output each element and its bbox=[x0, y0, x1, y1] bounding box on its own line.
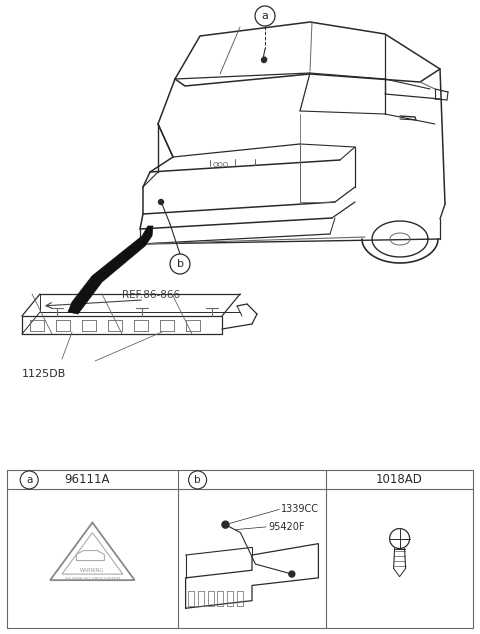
Polygon shape bbox=[68, 226, 153, 314]
Text: a: a bbox=[26, 475, 32, 485]
Circle shape bbox=[222, 521, 229, 528]
Text: HYUNDAI SECURITY SYSTEM: HYUNDAI SECURITY SYSTEM bbox=[65, 577, 120, 581]
Text: 96111A: 96111A bbox=[64, 474, 110, 486]
Text: a: a bbox=[262, 11, 268, 21]
Text: b: b bbox=[194, 475, 201, 485]
Circle shape bbox=[158, 200, 164, 205]
Text: 1018AD: 1018AD bbox=[376, 474, 423, 486]
Text: b: b bbox=[177, 259, 183, 269]
Text: 95420F: 95420F bbox=[268, 522, 304, 532]
Text: 1125DB: 1125DB bbox=[22, 369, 66, 379]
Text: WARNING: WARNING bbox=[80, 568, 105, 573]
Circle shape bbox=[289, 571, 295, 577]
Text: OOO: OOO bbox=[213, 162, 229, 168]
Text: 1339CC: 1339CC bbox=[281, 505, 319, 514]
Circle shape bbox=[262, 58, 266, 63]
Text: REF.86-866: REF.86-866 bbox=[122, 290, 180, 300]
Bar bbox=[7, 470, 473, 628]
